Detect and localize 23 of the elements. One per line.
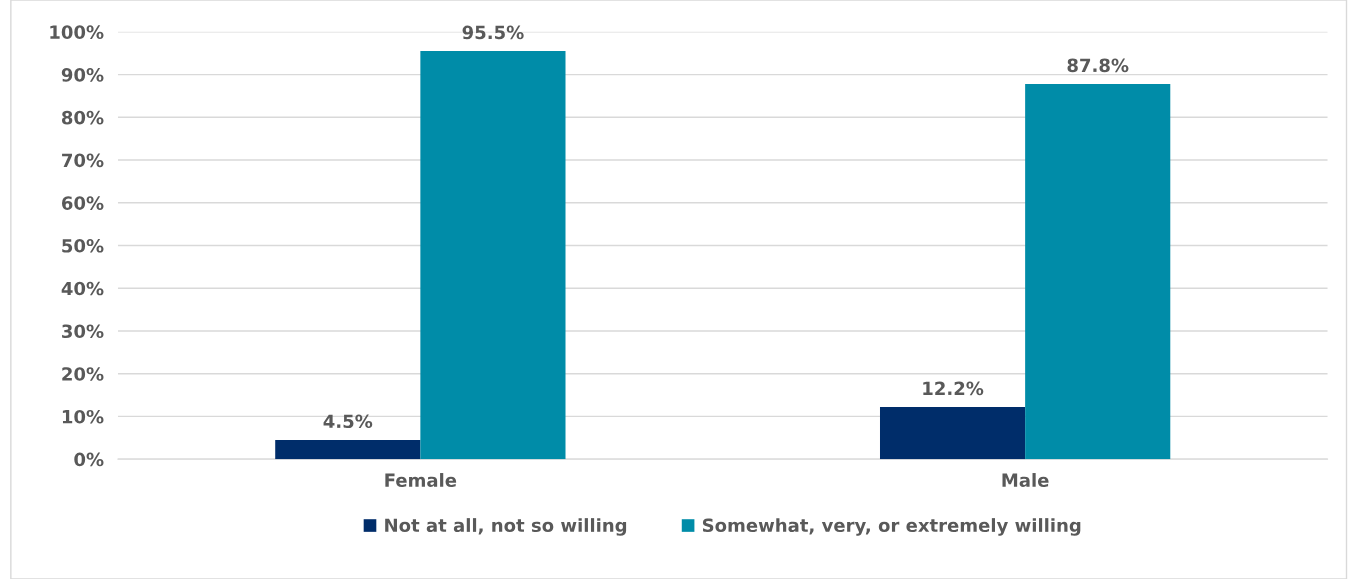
y-tick-label: 50% — [62, 238, 104, 253]
bar — [420, 51, 566, 460]
y-tick-label: 0% — [74, 452, 104, 467]
text: 4.5% — [323, 414, 373, 429]
y-tick-label: 100% — [50, 25, 104, 39]
y-tick-label: 80% — [61, 110, 104, 125]
bar — [275, 439, 421, 460]
text: 95.5% — [462, 25, 524, 40]
y-tick-label: 60% — [61, 196, 104, 210]
legend-label: Somewhat, very, or extremely willing — [702, 518, 1081, 536]
bar — [879, 407, 1026, 460]
x-tick-label: Male — [1002, 473, 1049, 488]
text: 87.8% — [1067, 58, 1129, 73]
legend-label: Not at all, not so willing — [385, 518, 627, 536]
y-tick-label: 20% — [62, 367, 104, 381]
y-tick-label: 90% — [61, 68, 104, 82]
bar — [1025, 83, 1171, 460]
y-tick-label: 40% — [61, 281, 104, 296]
text: 12.2% — [923, 381, 984, 396]
x-tick-label: Female — [385, 473, 457, 488]
y-tick-label: 10% — [62, 409, 104, 424]
y-tick-label: 70% — [62, 153, 104, 168]
y-tick-label: 30% — [62, 324, 104, 339]
